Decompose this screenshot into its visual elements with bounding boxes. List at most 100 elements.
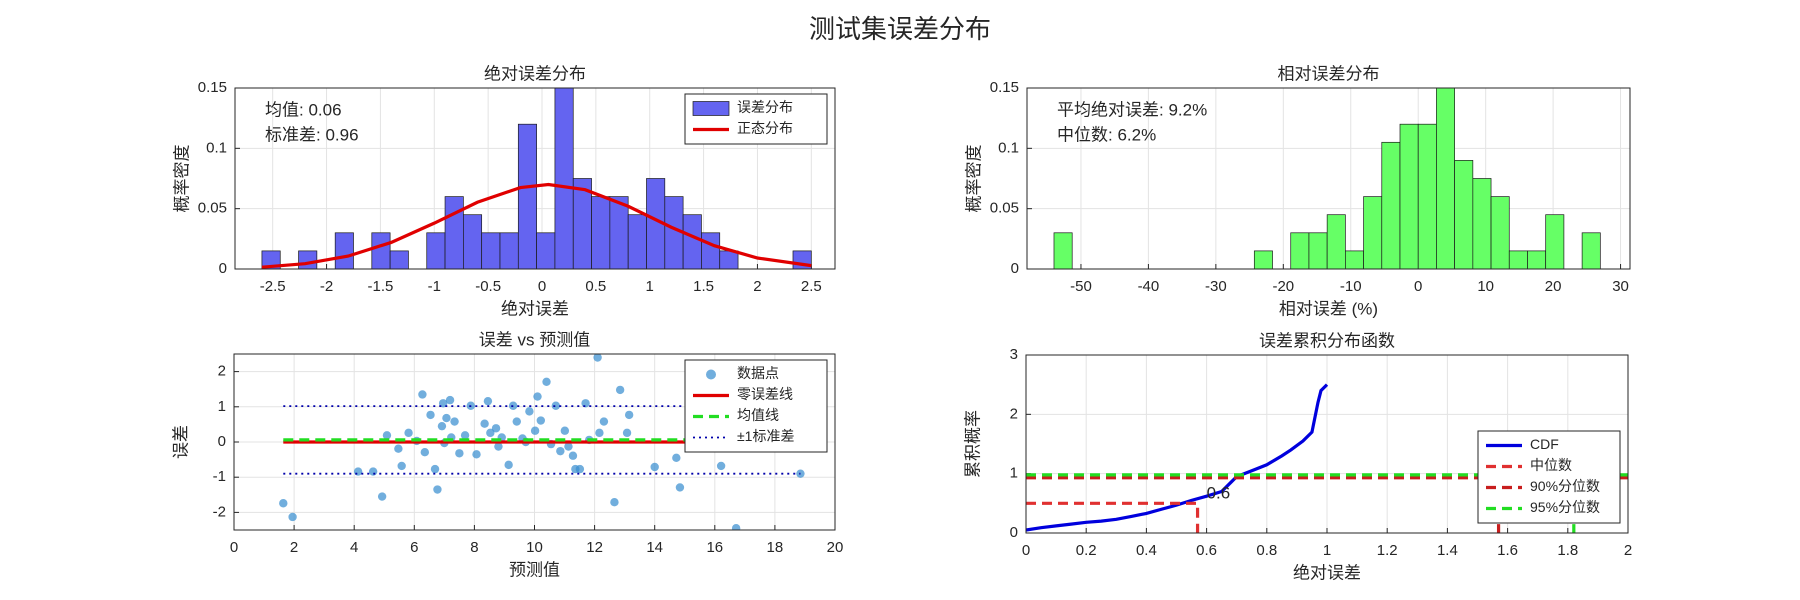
x-tick-label: 1 bbox=[1323, 542, 1331, 559]
x-tick-label: -30 bbox=[1205, 278, 1227, 295]
scatter-point bbox=[551, 401, 561, 410]
x-tick-label: 20 bbox=[1545, 278, 1562, 295]
histogram-bar bbox=[1545, 214, 1565, 269]
scatter-point bbox=[525, 407, 534, 416]
scatter-point bbox=[494, 442, 503, 451]
subplot-title: 绝对误差分布 bbox=[484, 64, 586, 83]
histogram-bar bbox=[463, 214, 483, 269]
annotation: 平均绝对误差: 9.2% bbox=[1057, 100, 1207, 119]
x-tick-label: 0.8 bbox=[1256, 542, 1277, 559]
scatter-point bbox=[442, 413, 451, 423]
x-tick-label: 2 bbox=[753, 278, 761, 295]
y-tick-label: 3 bbox=[1010, 346, 1018, 363]
histogram-bar bbox=[1053, 232, 1073, 269]
scatter-point bbox=[455, 449, 464, 458]
y-tick-label: 2 bbox=[218, 363, 226, 380]
axes-frame bbox=[1026, 87, 1631, 270]
scatter-point bbox=[530, 426, 540, 435]
scatter-point bbox=[437, 421, 447, 431]
x-tick-label: -20 bbox=[1272, 278, 1294, 295]
legend-label: 数据点 bbox=[737, 365, 779, 381]
y-axis-label: 误差 bbox=[171, 425, 190, 459]
histogram-bar bbox=[1472, 178, 1492, 269]
figure-title: 测试集误差分布 bbox=[809, 14, 991, 44]
legend-label: 均值线 bbox=[737, 407, 779, 423]
scatter-point bbox=[560, 426, 570, 435]
x-tick-label: 0 bbox=[230, 539, 238, 556]
y-tick-label: 0.1 bbox=[998, 139, 1019, 156]
histogram-bar bbox=[536, 232, 556, 269]
series-line bbox=[1026, 383, 1329, 532]
scatter-point bbox=[288, 512, 297, 522]
y-tick-label: 0 bbox=[219, 260, 227, 277]
scatter-point bbox=[404, 428, 413, 438]
legend-label: 正态分布 bbox=[737, 120, 793, 136]
x-tick-label: 18 bbox=[767, 539, 784, 556]
subplot-title: 误差累积分布函数 bbox=[1259, 331, 1395, 350]
scatter-point bbox=[382, 431, 392, 440]
legend-label: 中位数 bbox=[1530, 457, 1572, 473]
histogram-bar bbox=[627, 214, 647, 269]
subplot-title: 误差 vs 预测值 bbox=[479, 330, 590, 349]
x-tick-label: 1 bbox=[646, 278, 654, 295]
y-tick-label: 2 bbox=[1010, 405, 1018, 422]
scatter-point bbox=[397, 461, 406, 471]
y-tick-label: 0.15 bbox=[990, 79, 1019, 96]
x-tick-label: -0.5 bbox=[475, 278, 501, 295]
histogram-bar bbox=[682, 214, 702, 269]
x-tick-label: 0 bbox=[1022, 542, 1030, 559]
x-tick-label: 0.2 bbox=[1076, 542, 1097, 559]
scatter-point bbox=[672, 453, 681, 463]
annotation: 0.6 bbox=[1207, 483, 1231, 502]
x-tick-label: 16 bbox=[706, 539, 723, 556]
scatter-point bbox=[581, 399, 590, 408]
scatter-point bbox=[483, 396, 493, 406]
x-tick-label: 2 bbox=[1624, 542, 1632, 559]
histogram-bar bbox=[1290, 232, 1310, 269]
legend-label: CDF bbox=[1530, 436, 1559, 452]
histogram-bar bbox=[554, 88, 574, 269]
scatter-point bbox=[426, 410, 435, 420]
x-tick-label: 1.5 bbox=[693, 278, 714, 295]
x-tick-label: 6 bbox=[410, 539, 418, 556]
scatter-point bbox=[595, 428, 604, 438]
histogram-bar bbox=[1527, 250, 1547, 269]
y-tick-label: 0.15 bbox=[198, 79, 227, 96]
plot-area bbox=[279, 354, 805, 530]
scatter-point bbox=[480, 419, 489, 428]
x-tick-label: 10 bbox=[526, 539, 543, 556]
y-axis-label: 累积概率 bbox=[963, 410, 982, 478]
x-tick-label: 0.4 bbox=[1136, 542, 1157, 559]
scatter-point bbox=[731, 524, 741, 530]
series-line bbox=[1026, 501, 1200, 533]
x-tick-label: 1.2 bbox=[1377, 542, 1398, 559]
x-axis-label: 预测值 bbox=[509, 560, 560, 579]
scatter-point bbox=[568, 451, 578, 460]
y-axis-label: 概率密度 bbox=[964, 145, 983, 213]
scatter-point bbox=[533, 392, 542, 401]
scatter-point bbox=[472, 450, 481, 459]
histogram-bar bbox=[444, 196, 464, 269]
histogram-bar bbox=[1253, 250, 1273, 269]
y-tick-label: 0.05 bbox=[990, 200, 1019, 217]
scatter-point bbox=[460, 431, 470, 440]
scatter-point bbox=[491, 424, 501, 433]
legend-label: ±1标准差 bbox=[737, 428, 794, 444]
histogram-bar bbox=[1454, 160, 1474, 269]
scatter-point bbox=[394, 444, 403, 453]
y-tick-label: -2 bbox=[213, 503, 226, 520]
y-tick-label: 0.05 bbox=[198, 200, 227, 217]
scatter-point bbox=[615, 385, 625, 395]
histogram-bar bbox=[719, 250, 739, 269]
scatter-point bbox=[353, 467, 363, 476]
scatter-point bbox=[536, 416, 546, 425]
histogram-bar bbox=[701, 232, 721, 269]
histogram-bar bbox=[298, 250, 318, 269]
y-tick-label: -1 bbox=[213, 468, 226, 485]
y-tick-label: 0 bbox=[218, 433, 226, 450]
x-tick-label: 2 bbox=[290, 539, 298, 556]
histogram-bar bbox=[1417, 123, 1437, 269]
y-tick-label: 1 bbox=[1010, 465, 1018, 482]
legend-label: 90%分位数 bbox=[1530, 478, 1600, 494]
